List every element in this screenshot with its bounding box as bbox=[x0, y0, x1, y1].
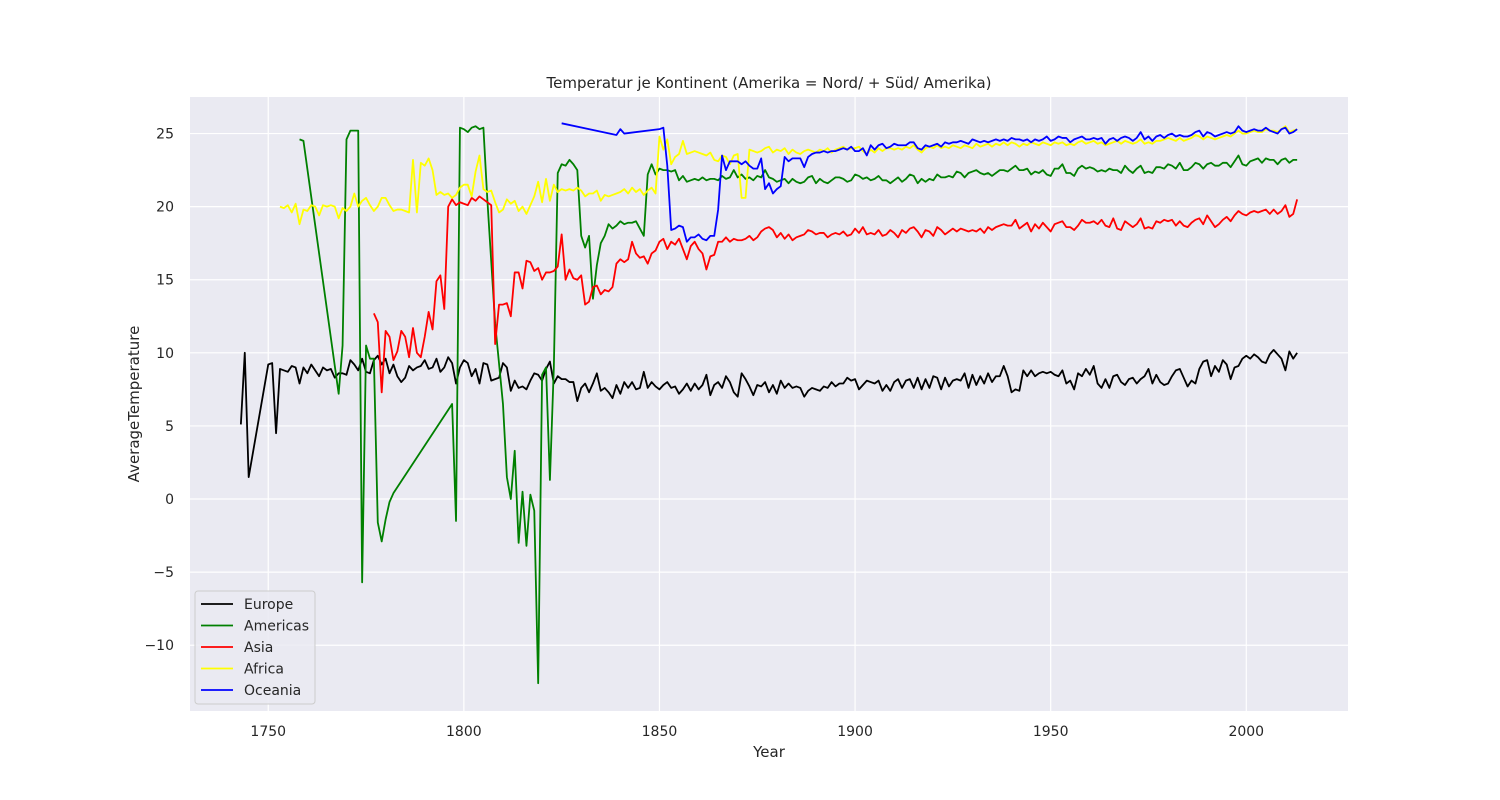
y-tick-label: −10 bbox=[144, 638, 174, 654]
y-tick-label: 5 bbox=[165, 419, 174, 435]
chart-title: Temperatur je Kontinent (Amerika = Nord/… bbox=[545, 74, 991, 92]
x-tick-label: 1800 bbox=[446, 724, 482, 740]
x-tick-label: 1750 bbox=[250, 724, 286, 740]
legend: Europe Americas Asia Africa Oceania bbox=[194, 590, 316, 705]
x-tick-label: 1850 bbox=[642, 724, 678, 740]
y-tick-label: 10 bbox=[156, 346, 174, 362]
legend-box bbox=[194, 590, 316, 705]
legend-label-asia: Asia bbox=[244, 640, 273, 656]
y-axis-title: AverageTemperature bbox=[125, 326, 143, 483]
y-tick-label: 20 bbox=[156, 200, 174, 216]
y-tick-label: 0 bbox=[165, 492, 174, 508]
x-axis-title: Year bbox=[752, 743, 786, 761]
grid-lines bbox=[190, 97, 1348, 711]
y-tick-label: 25 bbox=[156, 127, 174, 143]
legend-label-europe: Europe bbox=[244, 597, 293, 613]
y-tick-label: 15 bbox=[156, 273, 174, 289]
legend-label-americas: Americas bbox=[244, 619, 309, 635]
x-tick-label: 1950 bbox=[1033, 724, 1069, 740]
y-tick-label: −5 bbox=[153, 565, 174, 581]
series-line-asia bbox=[373, 195, 1299, 394]
series-line-oceania bbox=[561, 122, 1298, 243]
axis-ticks: 1750 1800 1850 1900 1950 2000 −10 −5 0 5 10 15 20 25 bbox=[144, 127, 1264, 740]
x-tick-label: 2000 bbox=[1228, 724, 1264, 740]
legend-label-oceania: Oceania bbox=[244, 683, 301, 699]
legend-label-africa: Africa bbox=[244, 662, 284, 678]
series-line-americas bbox=[299, 125, 1298, 685]
series-layer bbox=[239, 122, 1299, 685]
series-line-africa bbox=[279, 125, 1298, 226]
plot-area bbox=[190, 97, 1348, 711]
x-tick-label: 1900 bbox=[837, 724, 873, 740]
series-line-europe bbox=[239, 349, 1298, 478]
